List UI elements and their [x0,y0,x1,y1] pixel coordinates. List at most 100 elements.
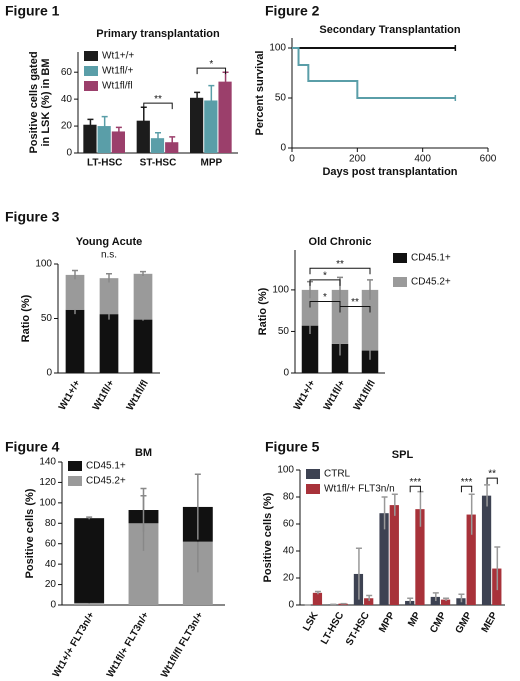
y-tick-label: 0 [50,600,56,611]
y-axis-title: Ratio (%) [20,294,32,342]
y-tick-label: 100 [277,465,294,476]
x-tick-label: MEP [480,610,501,635]
x-tick-label: Wt1+/+ [292,378,318,412]
figure-label: Figure 3 [5,209,60,225]
y-axis-title: in LSK (%) in BM [40,59,52,147]
legend-swatch [393,253,407,263]
bar [99,314,119,373]
x-tick-label: Wt1fl/+ [91,378,117,412]
x-tick-label: 200 [349,154,366,165]
y-tick-label: 50 [275,93,287,104]
bar [99,278,119,315]
bar [379,513,389,605]
y-tick-label: 60 [283,519,295,530]
y-tick-label: 40 [45,559,57,570]
significance-bracket [143,102,173,110]
error-bar [391,493,398,516]
significance-label: ** [154,94,162,105]
significance-bracket [309,301,341,308]
x-tick-label: GMP [454,610,475,636]
bar [301,325,319,373]
x-tick-label: Wt1fl/fl FLT3n/+ [159,610,206,680]
x-tick-label: 0 [289,154,295,165]
error-bar [458,593,465,603]
legend-swatch [68,476,82,486]
legend-label: CD45.2+ [86,476,126,487]
significance-label: ** [488,469,496,480]
error-bar [194,473,201,540]
survival-line [292,47,456,99]
legend-swatch [306,469,320,479]
error-bar [366,594,373,601]
significance-label: *** [461,477,473,488]
error-bar [106,273,112,283]
bar [97,126,111,153]
x-tick-label: 400 [414,154,431,165]
y-axis-title: Positive cells (%) [262,492,274,582]
error-bar [72,269,78,280]
bar [204,100,218,153]
y-tick-label: 100 [269,43,286,54]
x-tick-label: ST-HSC [344,610,372,647]
bar [65,309,85,373]
chart-title: BM [135,447,152,459]
error-bar [367,279,373,300]
figure-label: Figure 4 [5,439,60,455]
bar [331,343,349,373]
error-bar [169,136,176,148]
error-bar [381,496,388,530]
y-tick-label: 60 [45,538,57,549]
significance-label: * [323,271,327,282]
x-tick-label: MPP [377,610,398,635]
bar [466,514,476,605]
legend-label: Wt1fl/+ FLT3n/n [324,484,395,495]
bar [364,598,374,605]
significance-bracket [486,477,498,485]
legend-label: Wt1fl/fl [102,81,133,92]
legend-label: CD45.1+ [86,461,126,472]
significance-label: * [323,292,327,303]
y-tick-label: 100 [35,259,52,270]
figure-label: Figure 2 [265,3,320,19]
error-bar [87,118,94,131]
bar [440,599,451,605]
bar [361,350,379,373]
y-tick-label: 60 [61,67,73,78]
x-tick-label: CMP [428,610,449,635]
error-bar [494,546,501,591]
legend-label: Wt1fl/+ [102,66,134,77]
x-tick-label: LSK [301,610,321,633]
legend-swatch [393,277,407,287]
bar [481,495,492,605]
error-bar [432,592,439,601]
significance-bracket [196,67,227,75]
y-tick-label: 0 [46,368,52,379]
figure-label: Figure 5 [265,439,320,455]
y-tick-label: 40 [61,94,73,105]
figure-label: Figure 1 [5,3,60,19]
bar [361,289,379,351]
error-bar [140,487,147,532]
bar [65,274,85,310]
x-tick-label: Wt1+/+ [57,378,83,412]
error-bar [468,493,475,535]
significance-bracket [339,306,371,313]
error-bar [314,590,321,595]
significance-label: ** [336,259,344,270]
error-bar [140,270,146,276]
error-bar [208,84,215,116]
y-tick-label: 0 [66,148,72,159]
bar [331,289,349,344]
error-bar [194,91,201,104]
x-tick-label: Wt1fl/fl [125,378,151,413]
bar [111,131,125,153]
y-tick-label: 0 [283,368,289,379]
error-bar [115,126,122,136]
y-tick-label: 50 [41,313,53,324]
chart-title: SPL [392,449,414,461]
error-bar [443,597,450,601]
y-tick-label: 120 [39,477,56,488]
significance-bracket [460,485,473,493]
error-bar [355,547,362,600]
